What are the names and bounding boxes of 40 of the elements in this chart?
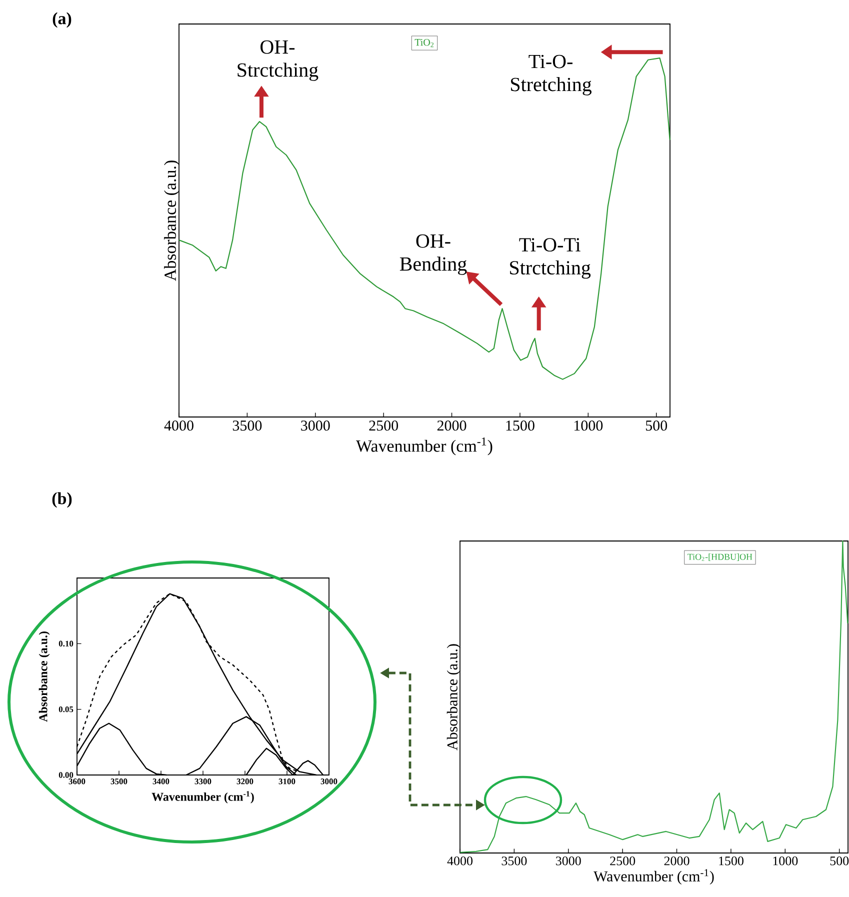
y-tick-label: 0.00 (58, 772, 74, 778)
x-tick-label: 2500 (369, 420, 398, 431)
x-tick-label: 2000 (437, 420, 466, 431)
x-tick-label: 3500 (502, 856, 527, 866)
x-tick-label: 3200 (236, 778, 254, 784)
x-tick-label: 3300 (194, 778, 212, 784)
x-axis-title: Wavenumber (cm$^{-1}$) (594, 869, 714, 885)
x-tick-label: 4000 (447, 856, 473, 866)
x-tick-label: 3500 (232, 420, 262, 431)
x-tick-label: 4000 (164, 420, 194, 431)
text: TiO$_{2}$-[HDBU]OH (688, 554, 752, 562)
x-tick-label: 1000 (574, 420, 603, 431)
x-tick-label: 3100 (278, 778, 296, 784)
annotation: OH- Bending (400, 234, 467, 275)
x-tick-label: 500 (830, 856, 849, 866)
annotation: Ti-O-Ti Strctching (510, 238, 591, 279)
x-tick-label: 3000 (301, 420, 330, 431)
x-axis-title: Wavenumber (cm$^{-1}$) (152, 791, 254, 804)
chart-title: (a) (52, 12, 72, 28)
x-tick-label: 3000 (556, 856, 581, 866)
y-axis-title: Absorbance (a.u.) (164, 160, 180, 281)
x-tick-label: 1500 (506, 420, 534, 431)
x-tick-label: 2500 (610, 856, 636, 866)
annotation: OH- Strctching (238, 40, 318, 81)
chart-title: (b) (52, 492, 72, 508)
y-tick-label: 0.05 (58, 706, 74, 712)
x-tick-label: 500 (646, 420, 668, 431)
x-tick-label: 3500 (110, 778, 128, 784)
y-axis-title: Absorbance (a.u.) (38, 632, 50, 722)
x-tick-label: 3400 (152, 778, 170, 784)
x-axis-title: Wavenumber (cm$^{-1}$) (356, 438, 492, 456)
x-tick-label: 1500 (719, 856, 744, 866)
x-tick-label: 3000 (320, 778, 338, 784)
y-axis-title: Absorbance (a.u.) (446, 644, 460, 750)
x-tick-label: 3600 (68, 778, 86, 784)
text: TiO$_{2}$ (414, 38, 434, 48)
annotation: Ti-O- Stretching (511, 54, 592, 96)
y-tick-label: 0.10 (58, 640, 74, 647)
x-tick-label: 2000 (664, 856, 690, 866)
x-tick-label: 1000 (773, 856, 798, 866)
